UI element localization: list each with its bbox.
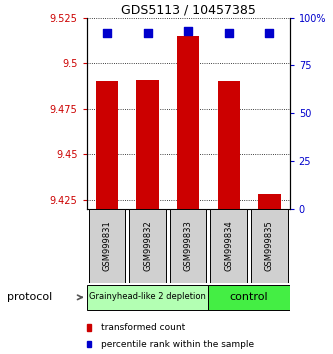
Text: GSM999833: GSM999833	[183, 221, 193, 272]
Text: protocol: protocol	[7, 292, 52, 302]
Point	[267, 30, 272, 36]
Point	[185, 28, 191, 34]
Bar	[96, 81, 118, 209]
Point	[145, 30, 150, 36]
Text: GSM999835: GSM999835	[265, 221, 274, 272]
Bar	[87, 285, 208, 310]
Text: transformed count: transformed count	[101, 323, 185, 332]
Bar	[129, 209, 166, 283]
Point	[226, 30, 231, 36]
Bar	[170, 209, 206, 283]
Text: Grainyhead-like 2 depletion: Grainyhead-like 2 depletion	[89, 292, 206, 301]
Title: GDS5113 / 10457385: GDS5113 / 10457385	[121, 4, 256, 17]
Text: GSM999834: GSM999834	[224, 221, 233, 272]
Point	[104, 30, 110, 36]
Text: percentile rank within the sample: percentile rank within the sample	[101, 339, 254, 349]
Bar	[217, 81, 240, 209]
Bar	[136, 80, 159, 209]
Text: GSM999832: GSM999832	[143, 221, 152, 272]
Bar	[89, 209, 125, 283]
Bar	[251, 209, 288, 283]
Text: control: control	[230, 292, 268, 302]
Bar	[177, 36, 199, 209]
Bar	[208, 285, 290, 310]
Bar	[210, 209, 247, 283]
Bar	[258, 194, 281, 209]
Text: GSM999831: GSM999831	[102, 221, 112, 272]
